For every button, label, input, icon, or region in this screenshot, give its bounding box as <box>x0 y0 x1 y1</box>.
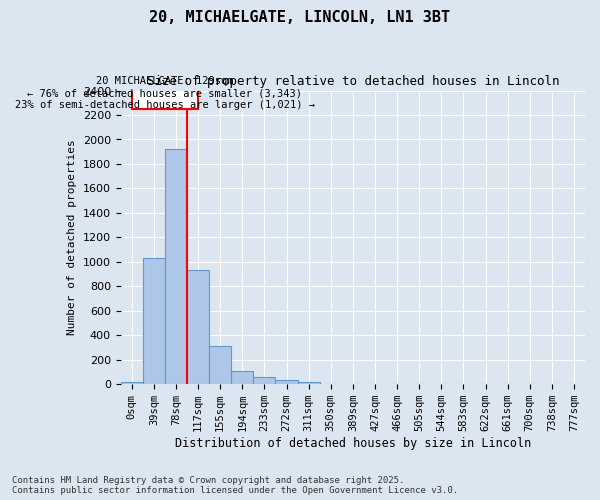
Text: 20, MICHAELGATE, LINCOLN, LN1 3BT: 20, MICHAELGATE, LINCOLN, LN1 3BT <box>149 10 451 25</box>
X-axis label: Distribution of detached houses by size in Lincoln: Distribution of detached houses by size … <box>175 437 531 450</box>
Text: 20 MICHAELGATE: 129sqm
← 76% of detached houses are smaller (3,343)
23% of semi-: 20 MICHAELGATE: 129sqm ← 76% of detached… <box>15 76 315 110</box>
Bar <box>209 346 231 384</box>
Title: Size of property relative to detached houses in Lincoln: Size of property relative to detached ho… <box>146 75 559 88</box>
Bar <box>165 150 187 384</box>
Bar <box>275 380 298 384</box>
Bar <box>298 382 320 384</box>
Bar <box>121 382 143 384</box>
Y-axis label: Number of detached properties: Number of detached properties <box>67 140 77 336</box>
Text: Contains HM Land Registry data © Crown copyright and database right 2025.
Contai: Contains HM Land Registry data © Crown c… <box>12 476 458 495</box>
Bar <box>231 371 253 384</box>
Bar <box>253 378 275 384</box>
Bar <box>187 270 209 384</box>
Bar <box>143 258 165 384</box>
FancyBboxPatch shape <box>132 77 198 109</box>
